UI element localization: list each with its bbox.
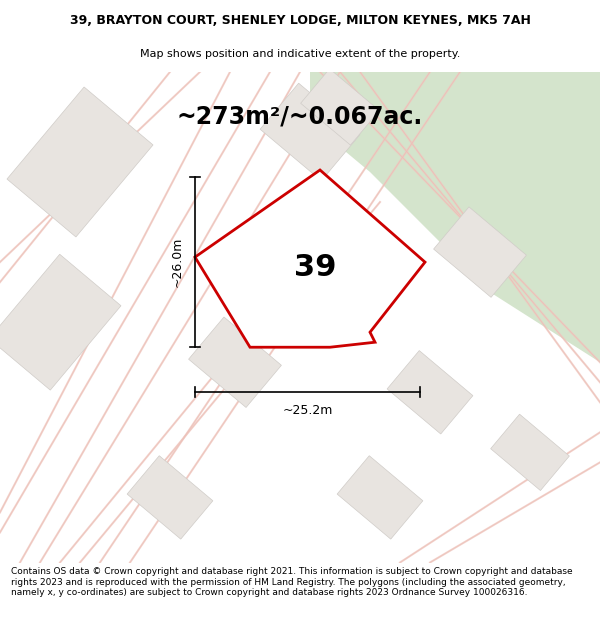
Text: ~26.0m: ~26.0m <box>170 237 184 288</box>
Polygon shape <box>301 69 379 145</box>
Polygon shape <box>491 414 569 491</box>
Polygon shape <box>260 83 360 181</box>
Text: ~273m²/~0.067ac.: ~273m²/~0.067ac. <box>177 105 423 129</box>
Polygon shape <box>127 456 213 539</box>
Text: Map shows position and indicative extent of the property.: Map shows position and indicative extent… <box>140 49 460 59</box>
Polygon shape <box>387 351 473 434</box>
Polygon shape <box>310 72 600 362</box>
Polygon shape <box>7 87 153 237</box>
Polygon shape <box>188 317 281 408</box>
Polygon shape <box>434 207 526 298</box>
Polygon shape <box>195 170 425 348</box>
Text: Contains OS data © Crown copyright and database right 2021. This information is : Contains OS data © Crown copyright and d… <box>11 568 572 598</box>
Text: 39: 39 <box>294 253 336 282</box>
Text: ~25.2m: ~25.2m <box>283 404 332 417</box>
Polygon shape <box>0 254 121 390</box>
Text: 39, BRAYTON COURT, SHENLEY LODGE, MILTON KEYNES, MK5 7AH: 39, BRAYTON COURT, SHENLEY LODGE, MILTON… <box>70 14 530 27</box>
Polygon shape <box>337 456 423 539</box>
